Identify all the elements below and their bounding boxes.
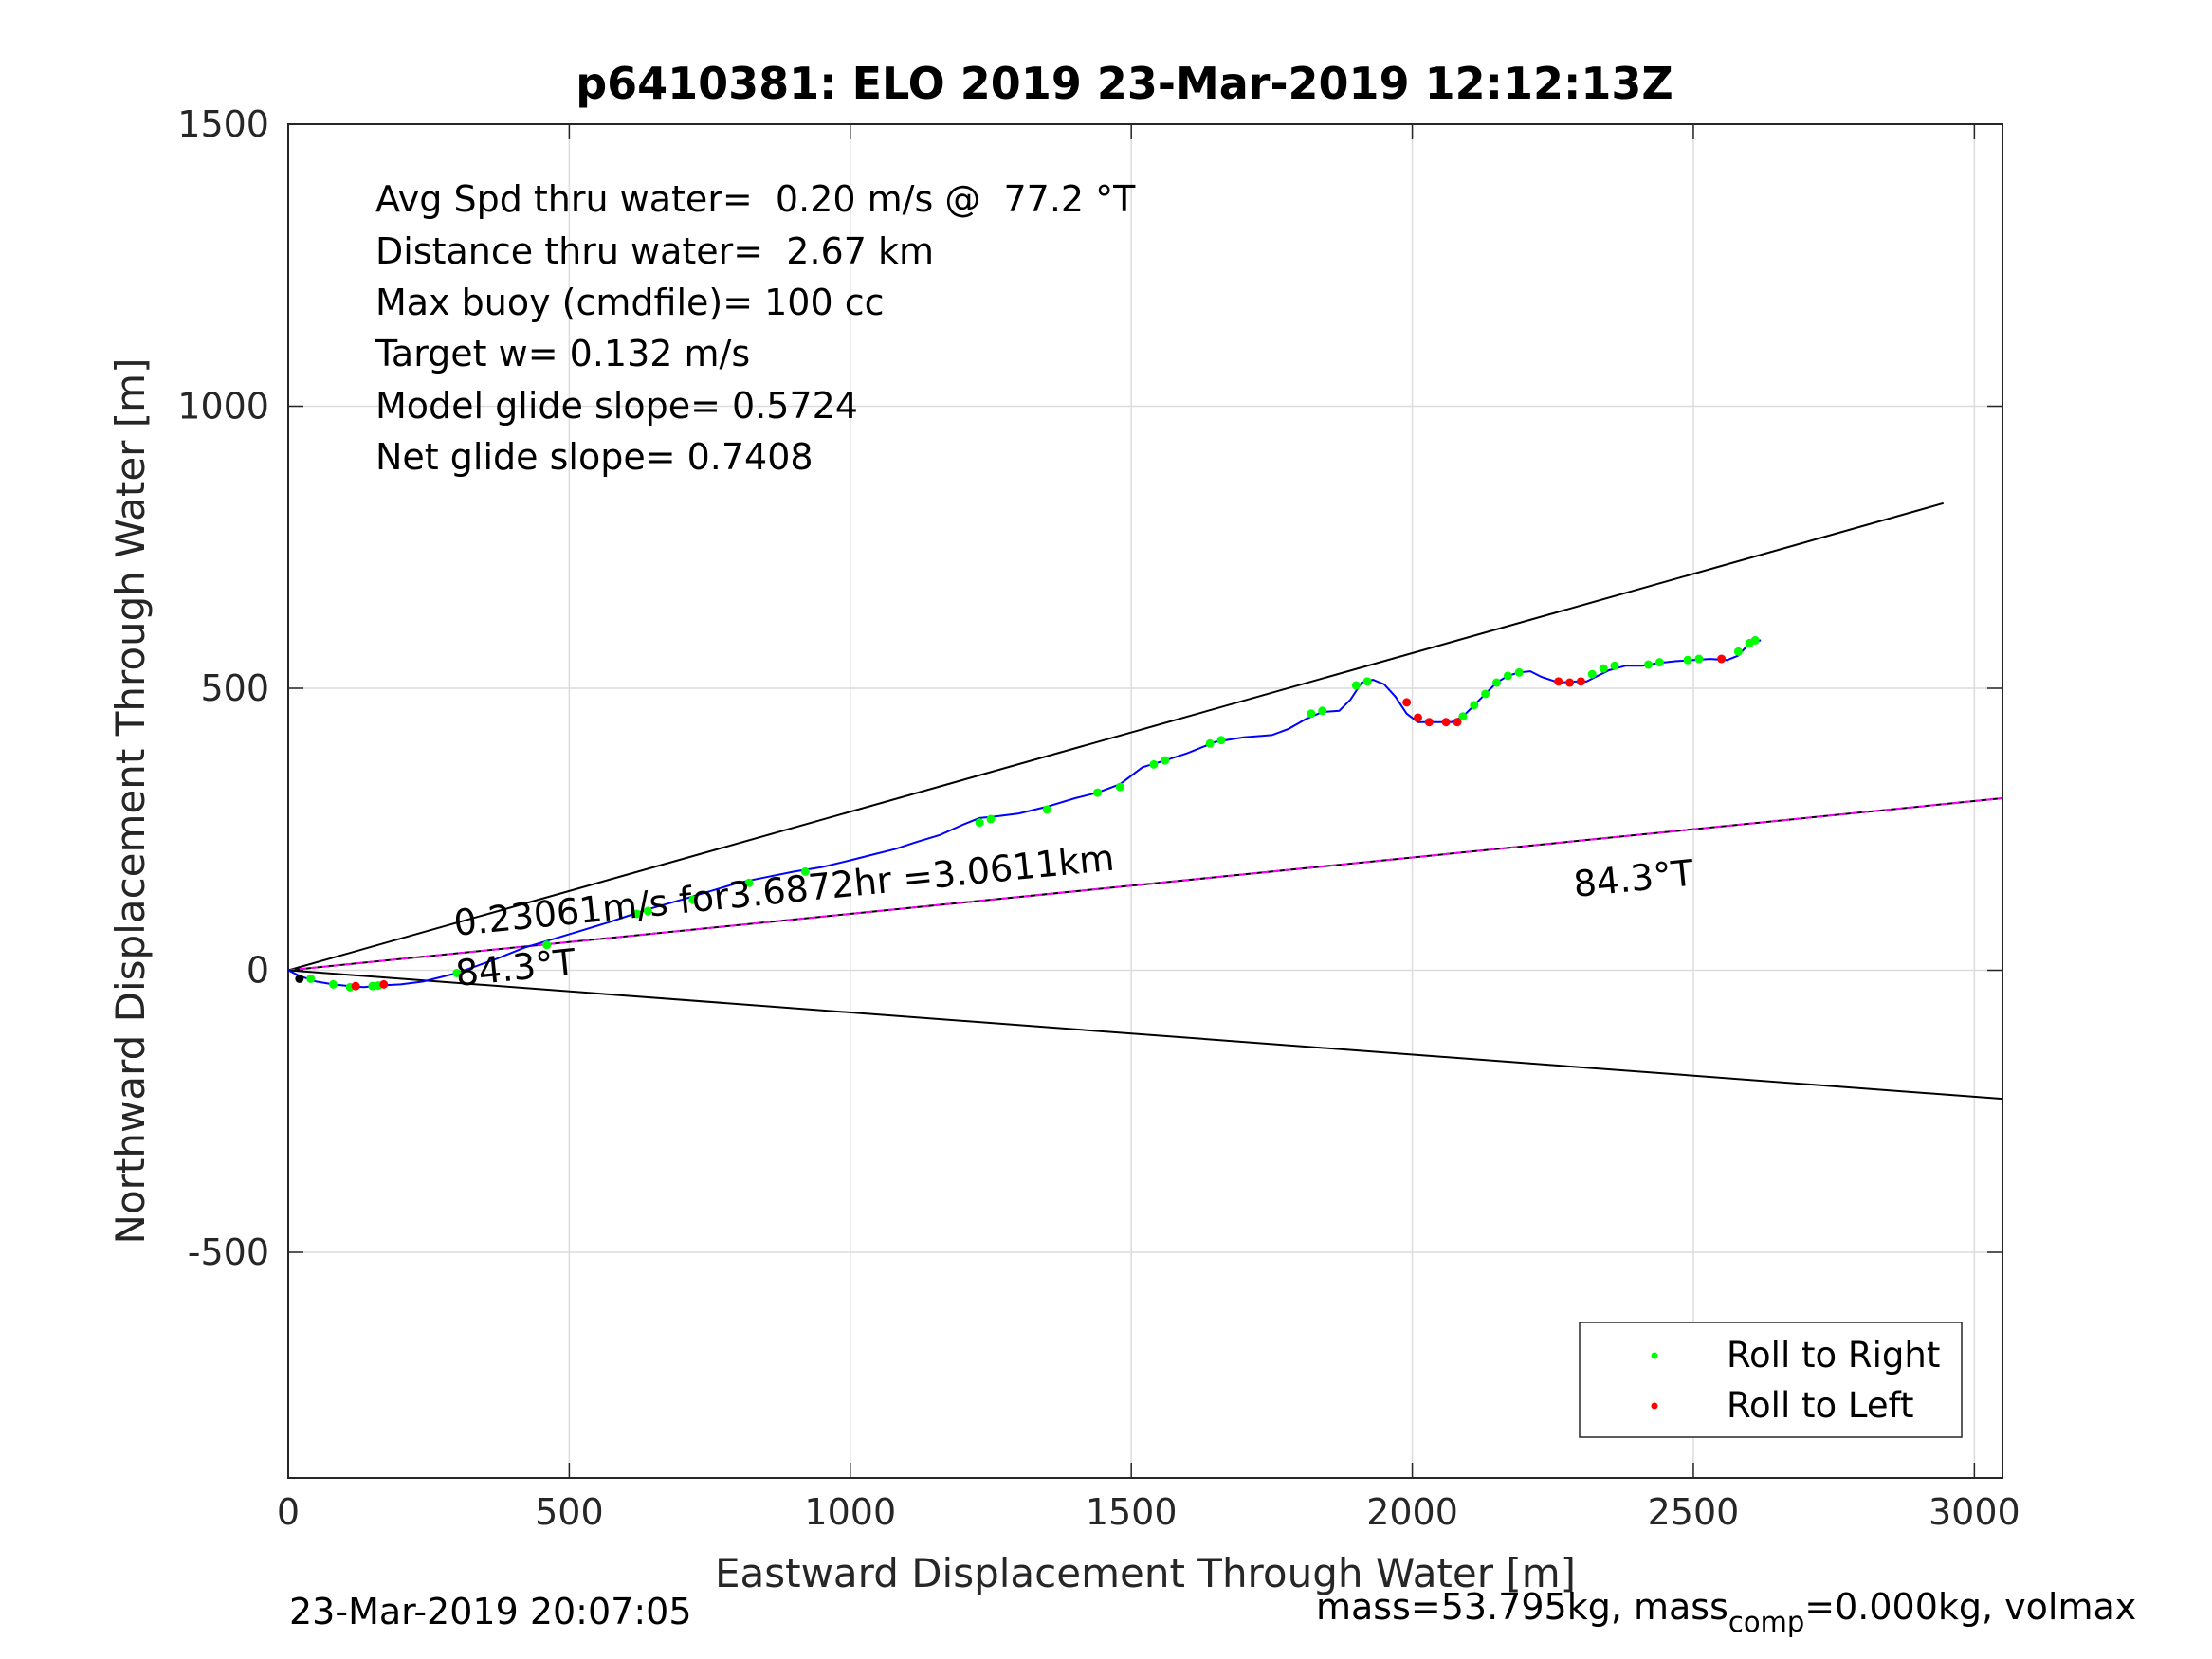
y-tick-label: 0 — [247, 950, 269, 992]
x-tick-label: 1500 — [1086, 1491, 1178, 1533]
footer-mass: mass=53.795kg, masscomp=0.000kg, volmax — [1316, 1586, 2136, 1638]
roll-to-right-point — [1149, 759, 1159, 769]
roll-to-right-point — [800, 866, 810, 876]
roll-to-right-point — [1654, 658, 1664, 667]
roll-to-right-point — [1599, 664, 1608, 673]
roll-to-right-point — [1115, 782, 1124, 792]
legend-label-roll-right: Roll to Right — [1727, 1335, 1940, 1376]
grid — [287, 123, 2002, 1478]
roll-to-left-point — [1565, 678, 1575, 687]
chart-title: p6410381: ELO 2019 23-Mar-2019 12:12:13Z — [576, 58, 1673, 109]
roll-to-right-point — [1205, 738, 1215, 748]
y-axis-label: Northward Displacement Through Water [m] — [107, 358, 154, 1245]
legend-box — [1579, 1322, 1963, 1438]
roll-to-right-point — [1458, 712, 1468, 721]
roll-to-right-point — [1733, 647, 1743, 656]
footer-mass-sub: comp — [1728, 1606, 1804, 1638]
roll-to-right-point — [744, 878, 754, 887]
roll-to-right-point — [328, 979, 338, 989]
roll-to-right-point — [688, 895, 698, 904]
x-tick-label: 0 — [277, 1491, 300, 1533]
roll-to-right-point — [1610, 661, 1619, 670]
footer-mass-prefix: mass=53.795kg, mass — [1316, 1586, 1728, 1628]
roll-to-right-point — [1362, 677, 1372, 686]
roll-to-right-point — [1351, 681, 1361, 690]
x-ticks: 0 500 1000 1500 2000 2500 3000 — [277, 124, 2020, 1533]
info-line-net-glide: Net glide slope= 0.7408 — [375, 436, 814, 478]
info-line-distance: Distance thru water= 2.67 km — [375, 230, 934, 272]
roll-to-right-point — [975, 818, 984, 828]
y-tick-label: 1500 — [177, 103, 269, 145]
info-line-target-w: Target w= 0.132 m/s — [375, 333, 750, 374]
info-line-model-glide: Model glide slope= 0.5724 — [375, 385, 858, 427]
roll-to-left-point — [1554, 677, 1563, 686]
roll-to-right-point — [1503, 671, 1512, 681]
roll-to-right-point — [1644, 660, 1654, 669]
roll-to-left-point — [1441, 718, 1451, 727]
footer-timestamp: 23-Mar-2019 20:07:05 — [289, 1591, 692, 1632]
reference-line-overlay — [288, 797, 2002, 972]
roll-to-right-point — [1683, 655, 1692, 665]
roll-to-right-point — [643, 906, 652, 916]
reference-line-upper-bound — [288, 501, 1945, 972]
roll-to-right-point — [632, 909, 642, 919]
roll-to-right-point — [1694, 654, 1704, 664]
roll-to-right-point — [1750, 635, 1760, 645]
roll-to-left-point — [1576, 677, 1585, 686]
y-tick-label: 1000 — [177, 386, 269, 428]
roll-to-left-point — [1453, 718, 1462, 727]
y-tick-label: -500 — [188, 1231, 269, 1273]
x-tick-label: 500 — [535, 1491, 604, 1533]
footer-mass-suffix: =0.000kg, volmax — [1804, 1586, 2136, 1628]
y-ticks: -500 0 500 1000 1500 — [177, 103, 2002, 1273]
reference-lines — [288, 501, 2002, 1101]
legend: Roll to Right Roll to Left — [1579, 1322, 1963, 1438]
x-tick-label: 3000 — [1929, 1491, 2020, 1533]
roll-to-right-point — [1481, 689, 1490, 699]
x-tick-label: 2500 — [1648, 1491, 1740, 1533]
roll-to-right-point — [986, 814, 996, 824]
roll-to-right-point — [1470, 701, 1479, 710]
roll-to-right-point — [1042, 805, 1051, 814]
roll-to-right-point — [452, 968, 462, 977]
info-line-max-buoy: Max buoy (cmdfile)= 100 cc — [375, 282, 885, 323]
track-start-point — [295, 974, 304, 983]
roll-to-right-point — [1587, 669, 1597, 679]
x-tick-label: 2000 — [1366, 1491, 1458, 1533]
roll-to-left-point — [379, 979, 389, 989]
roll-to-left-point — [351, 981, 360, 991]
roll-to-right-point — [542, 940, 552, 950]
roll-to-right-point — [1307, 709, 1316, 719]
info-line-avg-speed: Avg Spd thru water= 0.20 m/s @ 77.2 °T — [375, 178, 1136, 220]
legend-label-roll-left: Roll to Left — [1727, 1385, 1914, 1426]
x-tick-label: 1000 — [804, 1491, 896, 1533]
roll-to-left-point — [1424, 718, 1434, 727]
roll-to-right-point — [1514, 667, 1524, 677]
info-block: Avg Spd thru water= 0.20 m/s @ 77.2 °T D… — [375, 178, 1136, 478]
roll-to-right-point — [1318, 706, 1327, 716]
legend-marker-roll-right — [1651, 1352, 1658, 1359]
roll-to-left-point — [1402, 698, 1412, 707]
roll-to-right-point — [306, 974, 316, 983]
roll-to-right-point — [1216, 736, 1226, 745]
roll-to-left-point — [1717, 654, 1727, 664]
legend-marker-roll-left — [1651, 1402, 1658, 1410]
roll-to-right-point — [1093, 788, 1103, 797]
roll-points — [295, 635, 1760, 992]
x-axis-label: Eastward Displacement Through Water [m] — [715, 1550, 1576, 1596]
roll-to-right-point — [1161, 756, 1170, 765]
y-tick-label: 500 — [200, 667, 269, 709]
roll-to-right-point — [1491, 678, 1501, 687]
roll-to-left-point — [1414, 713, 1423, 722]
reference-line-lower-bound — [288, 969, 2002, 1101]
plot-frame — [287, 123, 2003, 1479]
